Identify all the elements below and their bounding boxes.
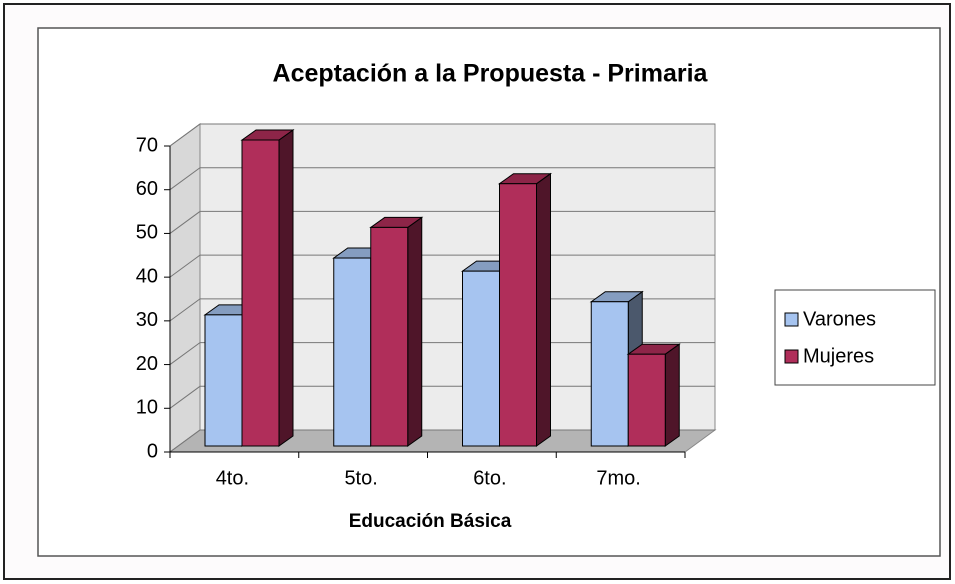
legend: [774, 289, 936, 386]
bar: [626, 343, 681, 447]
bar-side: [278, 129, 294, 447]
chart-title: Aceptación a la Propuesta - Primaria: [273, 60, 709, 88]
x-tick-label: 4to.: [216, 467, 249, 489]
y-tick-label: 70: [136, 134, 158, 156]
bar-front: [333, 257, 372, 447]
y-tick-label: 50: [136, 222, 158, 244]
y-tick-label: 30: [136, 309, 158, 331]
legend-label: Mujeres: [803, 345, 874, 367]
y-tick-label: 40: [136, 265, 158, 287]
y-tick-label: 60: [136, 178, 158, 200]
y-tick-label: 10: [136, 397, 158, 419]
bar-front: [241, 139, 280, 447]
bar-side: [536, 172, 551, 447]
bar-front: [627, 353, 666, 447]
bar-front: [499, 183, 537, 447]
bar-front: [462, 270, 500, 447]
bar-side: [407, 216, 423, 447]
legend-swatch: [784, 312, 799, 327]
bar-front: [590, 301, 629, 447]
bar: [497, 172, 553, 447]
y-tick-label: 0: [147, 440, 158, 462]
x-tick-label: 7mo.: [596, 467, 640, 489]
legend-swatch: [784, 349, 799, 364]
x-tick-label: 6to.: [473, 467, 506, 489]
bar-front: [204, 314, 243, 447]
bar: [240, 129, 295, 447]
legend-label: Varones: [803, 308, 876, 330]
bar-front: [370, 226, 409, 447]
grid-line: [169, 167, 715, 191]
bar: [369, 216, 424, 447]
x-axis-title: Educación Básica: [349, 511, 512, 532]
bar-side: [664, 343, 680, 447]
y-tick-label: 20: [136, 353, 158, 375]
side-wall: [169, 123, 201, 453]
x-tick-label: 5to.: [344, 467, 377, 489]
grid-line: [169, 123, 715, 147]
